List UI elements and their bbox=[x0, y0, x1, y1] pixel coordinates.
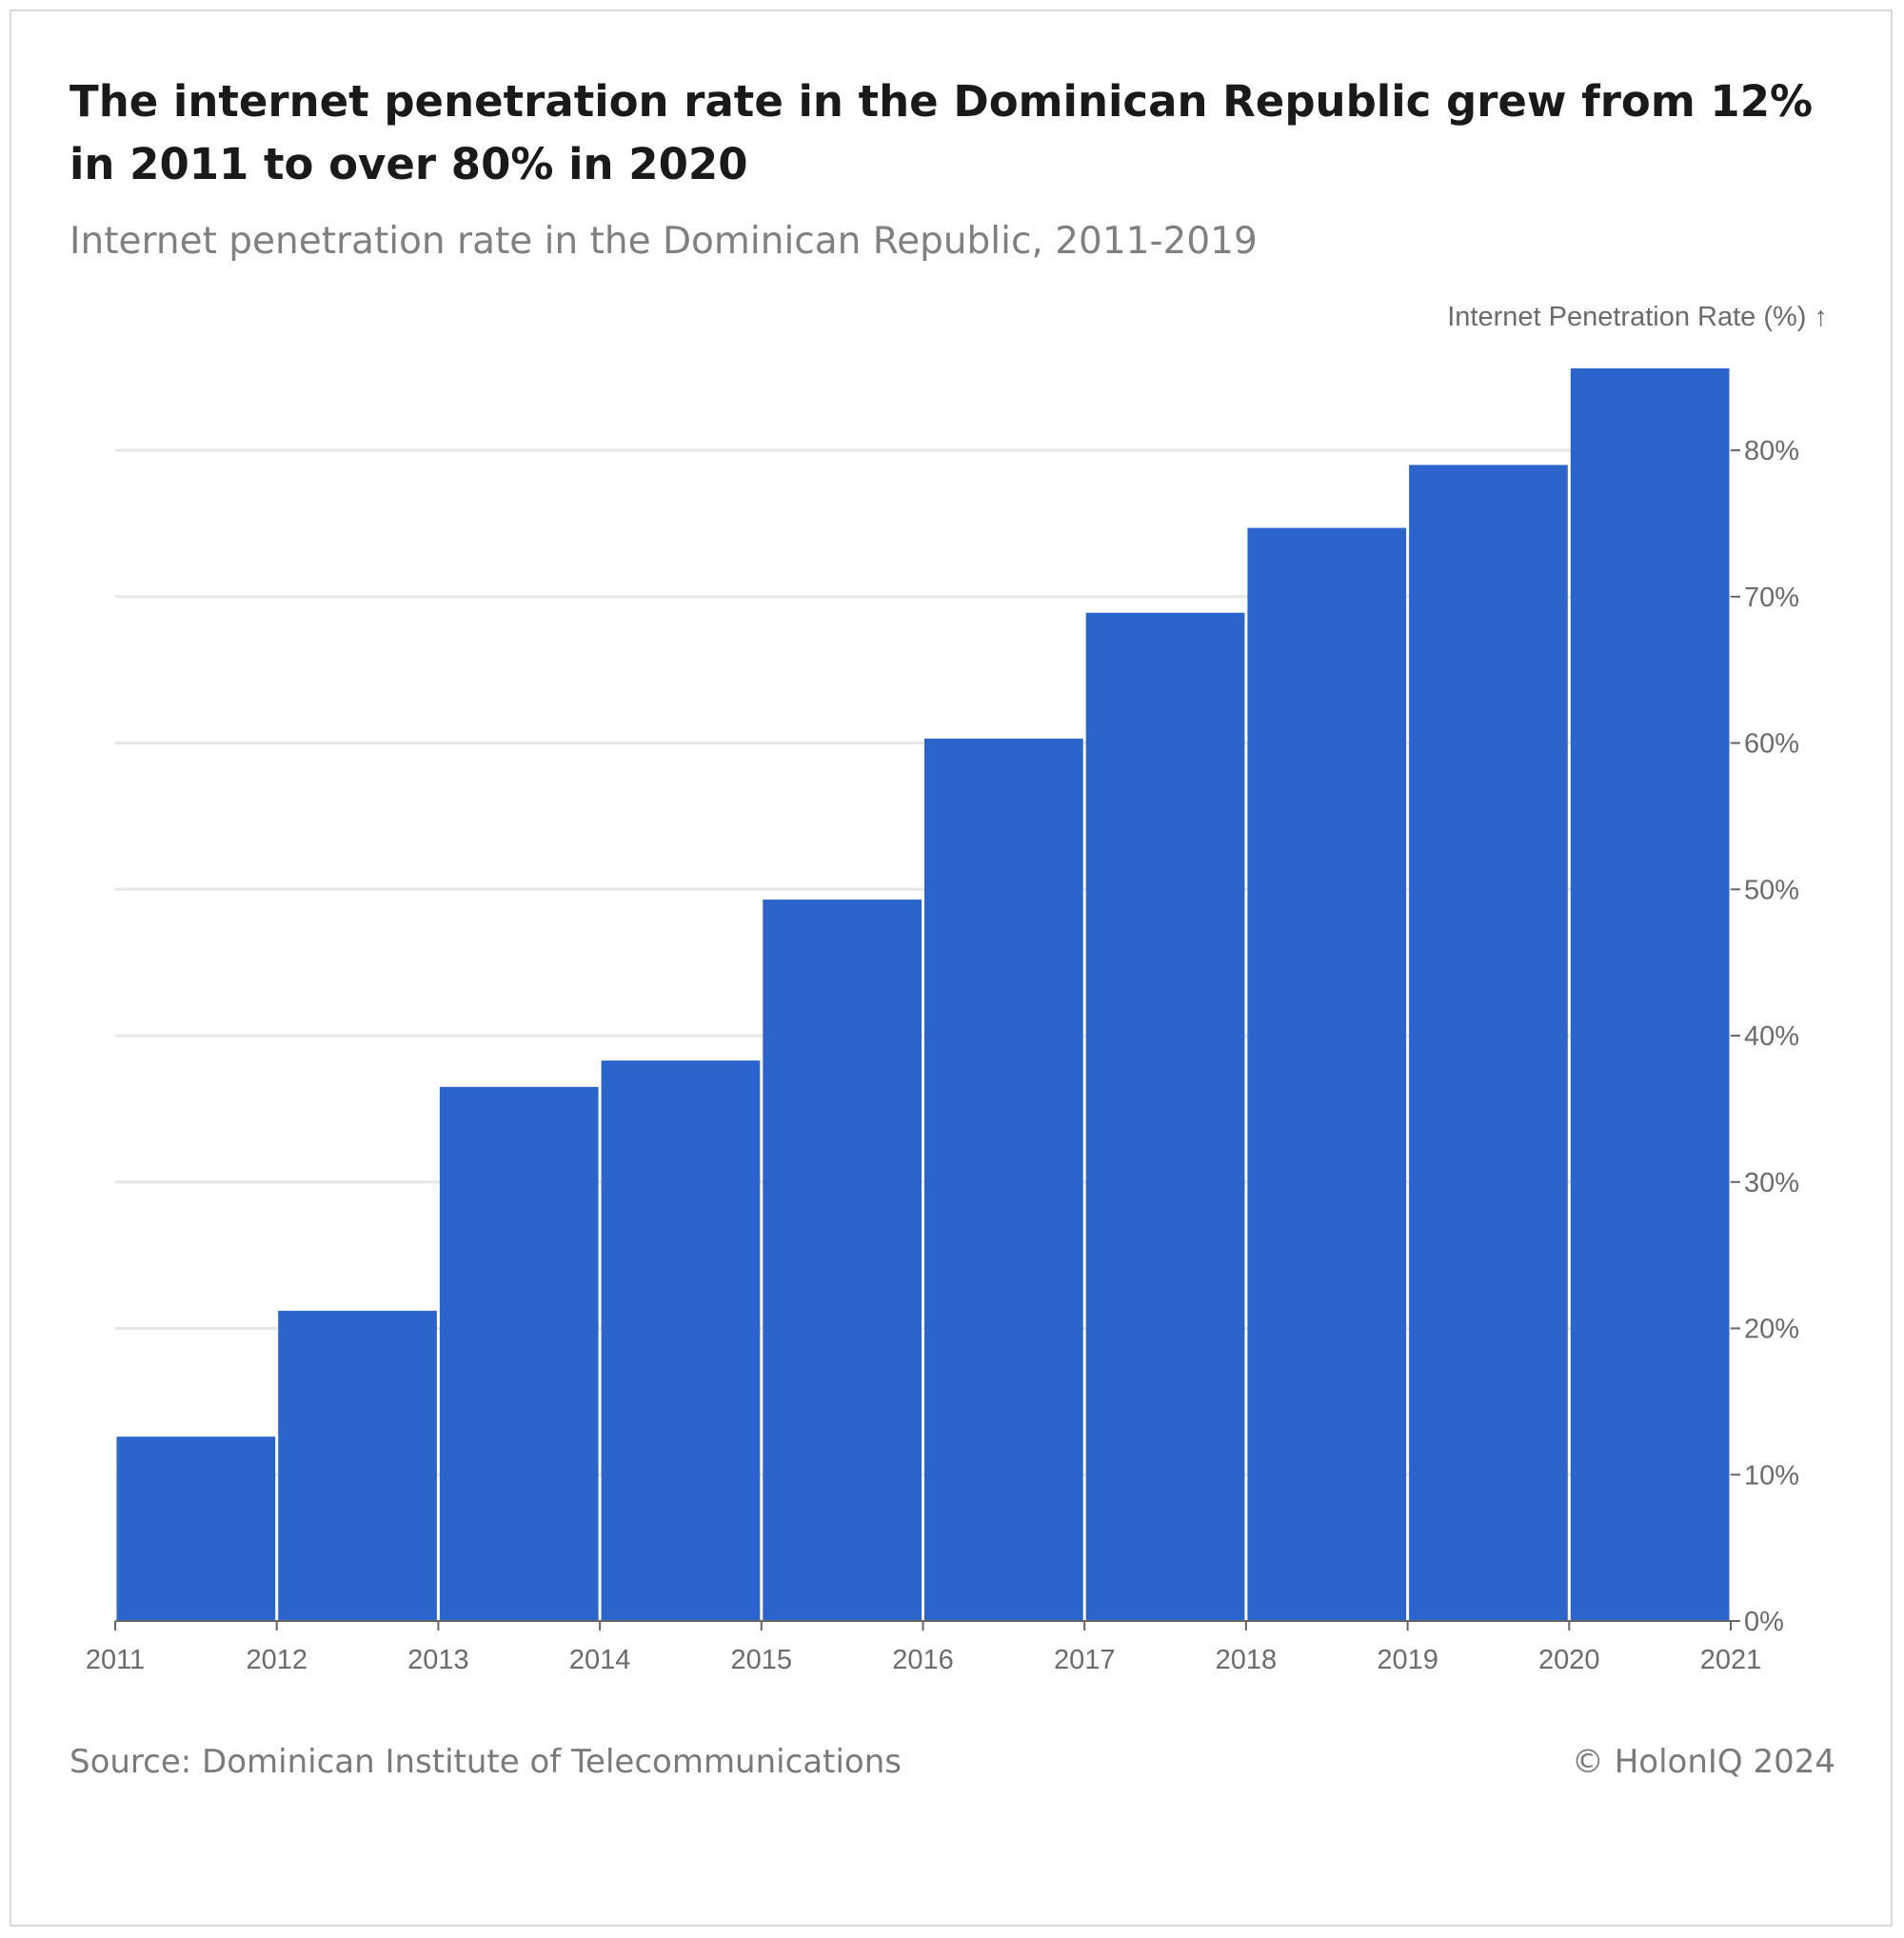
x-tick-label: 2012 bbox=[246, 1645, 307, 1675]
source-note: Source: Dominican Institute of Telecommu… bbox=[69, 1743, 902, 1781]
chart-subtitle: Internet penetration rate in the Dominic… bbox=[69, 220, 1258, 263]
y-tick-label: 60% bbox=[1744, 729, 1799, 760]
chart-title: The internet penetration rate in the Dom… bbox=[69, 76, 1814, 189]
y-tick-label: 80% bbox=[1744, 436, 1799, 466]
x-tick-label: 2020 bbox=[1538, 1645, 1600, 1675]
y-tick-label: 20% bbox=[1744, 1315, 1799, 1345]
y-axis-label: Internet Penetration Rate (%) ↑ bbox=[1447, 302, 1828, 332]
x-tick-label: 2014 bbox=[569, 1645, 631, 1675]
y-tick-label: 0% bbox=[1744, 1607, 1784, 1637]
x-tick-label: 2016 bbox=[892, 1645, 954, 1675]
bar-2016 bbox=[924, 738, 1083, 1621]
y-tick-label: 10% bbox=[1744, 1460, 1799, 1491]
axes: 0% 10% 20% 30% 40% 50% 60% 70% 80% 2011 2012 2013 20… bbox=[86, 436, 1799, 1675]
x-tick-label: 2011 bbox=[86, 1645, 145, 1675]
bar-2011 bbox=[116, 1436, 276, 1621]
x-tick-label: 2018 bbox=[1216, 1645, 1278, 1675]
bar-2019 bbox=[1409, 465, 1568, 1621]
bar-2018 bbox=[1247, 527, 1407, 1622]
bar-2020 bbox=[1570, 368, 1730, 1621]
bars bbox=[116, 368, 1730, 1622]
y-tick-label: 40% bbox=[1744, 1021, 1799, 1052]
x-tick-label: 2017 bbox=[1054, 1645, 1116, 1675]
bar-2014 bbox=[601, 1060, 761, 1621]
bar-2013 bbox=[439, 1086, 599, 1621]
x-tick-label: 2015 bbox=[731, 1645, 793, 1675]
bar-2015 bbox=[763, 900, 922, 1621]
x-tick-label: 2013 bbox=[407, 1645, 469, 1675]
y-tick-label: 30% bbox=[1744, 1168, 1799, 1198]
copyright-credit: © HolonIQ 2024 bbox=[1571, 1743, 1835, 1781]
bar-2017 bbox=[1085, 612, 1245, 1622]
y-tick-label: 70% bbox=[1744, 583, 1799, 613]
y-tick-label: 50% bbox=[1744, 875, 1799, 905]
x-tick-label: 2019 bbox=[1377, 1645, 1438, 1675]
bar-2012 bbox=[278, 1311, 437, 1621]
x-tick-label: 2021 bbox=[1700, 1645, 1762, 1675]
